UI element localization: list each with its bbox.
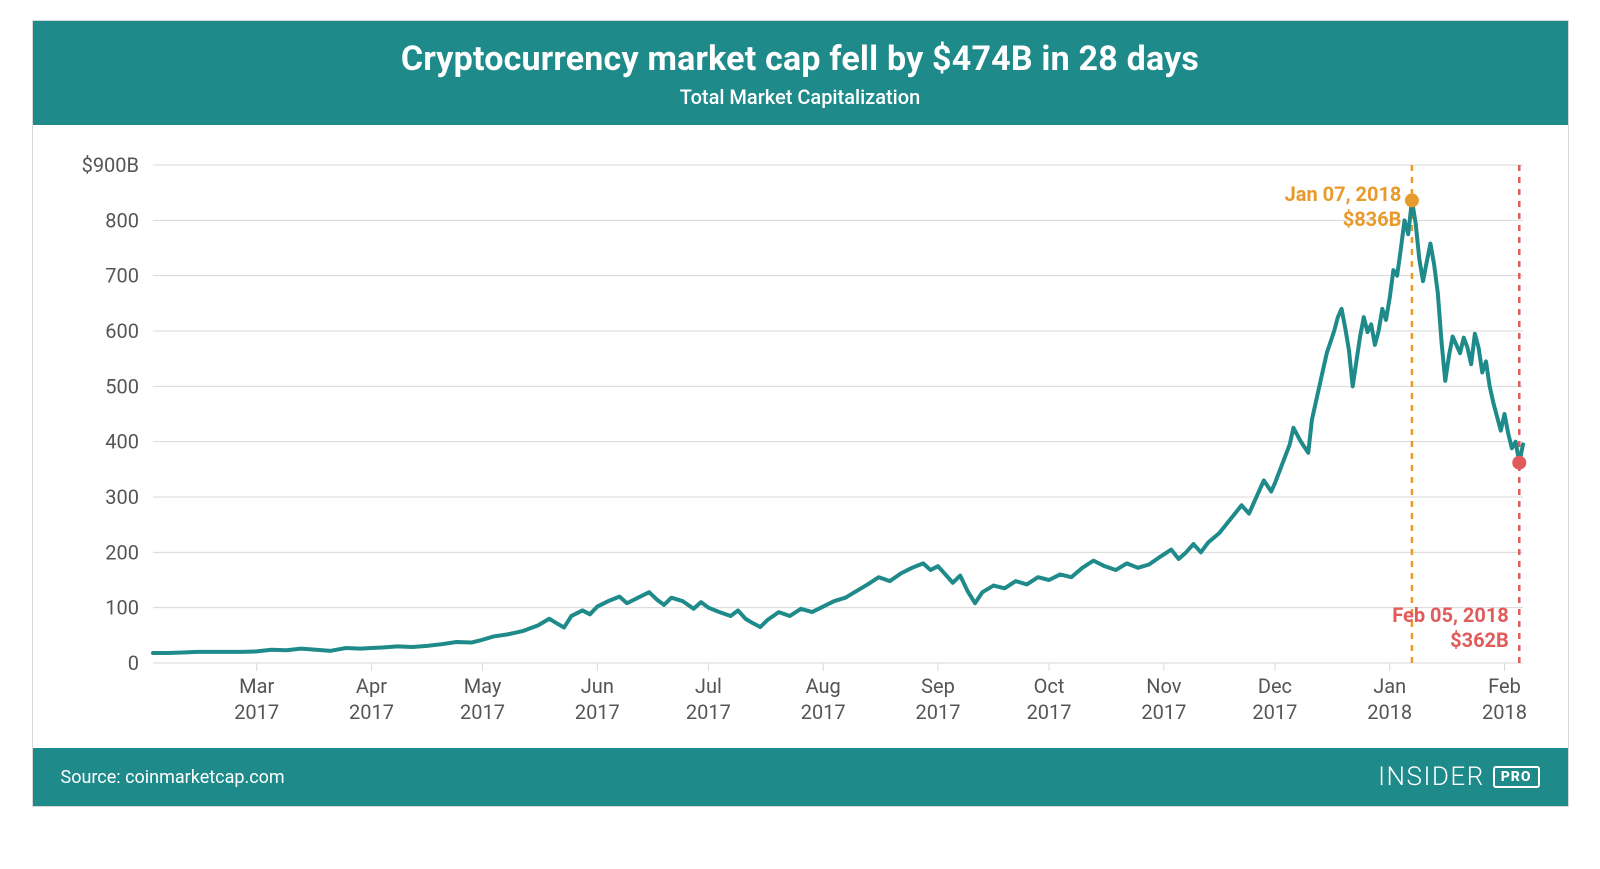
- annotation-marker-peak: [1404, 193, 1418, 207]
- svg-text:Mar: Mar: [239, 674, 274, 698]
- svg-text:0: 0: [127, 651, 138, 675]
- svg-text:2018: 2018: [1482, 700, 1527, 724]
- chart-card: Cryptocurrency market cap fell by $474B …: [32, 20, 1569, 807]
- source-attribution: Source: coinmarketcap.com: [61, 767, 285, 788]
- svg-text:2017: 2017: [1252, 700, 1297, 724]
- svg-text:Jan: Jan: [1373, 674, 1406, 698]
- svg-text:700: 700: [105, 264, 139, 288]
- svg-text:$900B: $900B: [81, 153, 138, 177]
- annotation-label-trough: Feb 05, 2018$362B: [1369, 603, 1509, 653]
- svg-text:2017: 2017: [800, 700, 845, 724]
- svg-text:400: 400: [105, 430, 139, 454]
- svg-text:2017: 2017: [1026, 700, 1071, 724]
- svg-text:300: 300: [105, 485, 139, 509]
- svg-text:Oct: Oct: [1033, 674, 1064, 698]
- svg-text:2017: 2017: [348, 700, 393, 724]
- svg-text:2017: 2017: [574, 700, 619, 724]
- svg-text:May: May: [463, 674, 501, 698]
- svg-text:Apr: Apr: [355, 674, 386, 698]
- svg-text:Jul: Jul: [694, 674, 721, 698]
- chart-subtitle: Total Market Capitalization: [53, 85, 1548, 109]
- svg-text:Dec: Dec: [1257, 674, 1291, 698]
- series-line: [153, 200, 1523, 653]
- svg-text:200: 200: [105, 540, 139, 564]
- brand-logo: INSIDER PRO: [1378, 762, 1539, 792]
- annotation-label-peak: Jan 07, 2018$836B: [1261, 182, 1401, 232]
- brand-badge: PRO: [1493, 766, 1540, 788]
- chart-header: Cryptocurrency market cap fell by $474B …: [33, 21, 1568, 125]
- svg-text:2017: 2017: [460, 700, 505, 724]
- svg-text:100: 100: [105, 596, 139, 620]
- svg-text:2018: 2018: [1367, 700, 1412, 724]
- chart-title: Cryptocurrency market cap fell by $474B …: [53, 39, 1548, 79]
- chart-footer: Source: coinmarketcap.com INSIDER PRO: [33, 748, 1568, 806]
- brand-name: INSIDER: [1378, 762, 1485, 792]
- svg-text:Feb: Feb: [1488, 674, 1521, 698]
- svg-text:Jun: Jun: [580, 674, 613, 698]
- svg-text:600: 600: [105, 319, 139, 343]
- svg-text:Aug: Aug: [805, 674, 840, 698]
- svg-text:2017: 2017: [234, 700, 279, 724]
- svg-text:Nov: Nov: [1146, 674, 1182, 698]
- svg-text:Sep: Sep: [921, 674, 955, 698]
- annotation-marker-trough: [1512, 456, 1526, 470]
- svg-text:2017: 2017: [915, 700, 960, 724]
- line-chart-svg: 0100200300400500600700800$900BMar2017Apr…: [68, 153, 1535, 748]
- svg-text:2017: 2017: [685, 700, 730, 724]
- svg-text:2017: 2017: [1141, 700, 1186, 724]
- svg-text:500: 500: [105, 374, 139, 398]
- svg-text:800: 800: [105, 208, 139, 232]
- chart-plot-area: 0100200300400500600700800$900BMar2017Apr…: [33, 125, 1568, 748]
